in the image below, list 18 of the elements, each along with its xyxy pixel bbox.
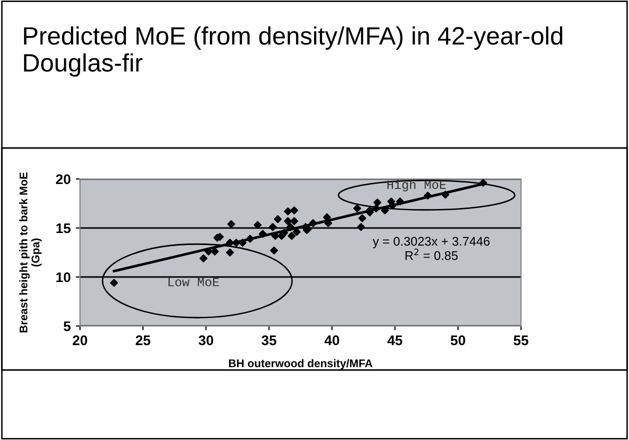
annotation: Low MoE (168, 278, 219, 286)
x-tick-label: 20 (72, 335, 88, 346)
x-tick-label: 55 (514, 336, 528, 346)
x-tick-label: 35 (262, 335, 276, 346)
y-tick-label: 15 (56, 223, 71, 234)
x-axis-title: BH outerwood density/MFA (229, 359, 372, 370)
y-tick-label: 20 (56, 174, 70, 184)
annotation: High MoE (387, 180, 446, 192)
chart-title: Predicted MoE (from density/MFA) in 42-year-old Douglas-fir (24, 26, 562, 77)
x-tick-label: 45 (387, 336, 402, 346)
x-tick-label: 30 (198, 335, 214, 346)
x-tick-label: 40 (324, 335, 340, 346)
y-axis-title: Breast height pith to bark MoE (Gpa) (19, 172, 42, 332)
annotation: y = 0.3023x + 3.7446 R$^{2}$ = 0.85 (372, 236, 490, 260)
x-tick-label: 50 (450, 335, 466, 346)
y-tick-label: 10 (56, 272, 70, 282)
x-tick-label: 25 (136, 335, 150, 346)
y-tick-label: 5 (64, 321, 71, 332)
